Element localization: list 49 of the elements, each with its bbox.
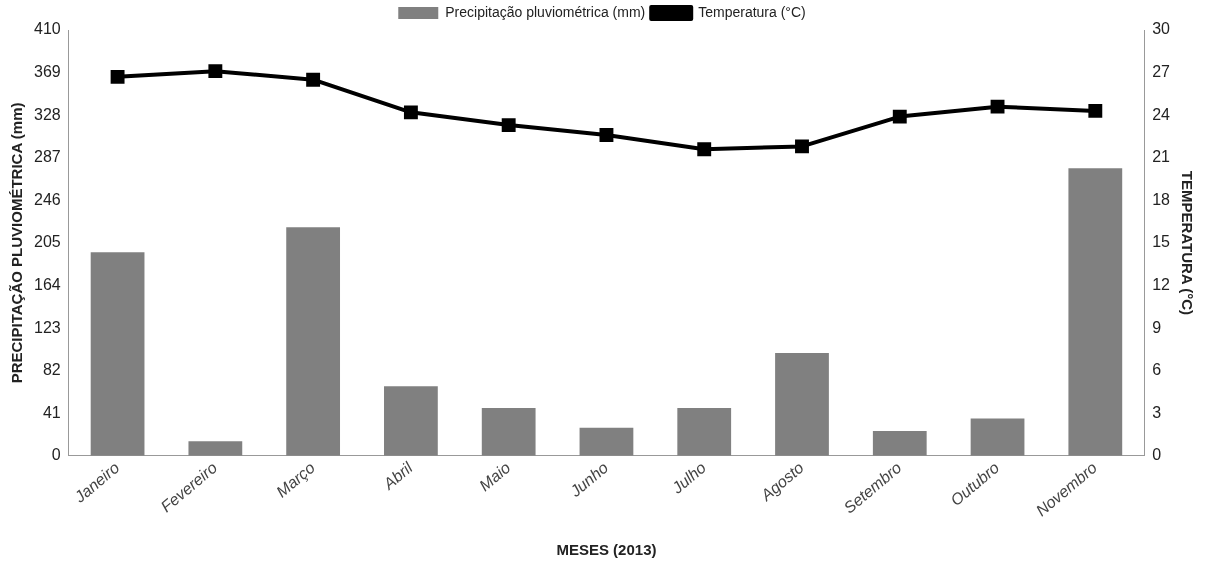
y2-tick-label: 30 bbox=[1152, 20, 1171, 38]
y2-tick-label: 9 bbox=[1152, 318, 1162, 336]
point bbox=[892, 109, 907, 124]
point bbox=[501, 118, 516, 133]
point bbox=[1088, 103, 1103, 118]
y-tick-label: 410 bbox=[33, 20, 61, 38]
y-tick-label: 328 bbox=[33, 105, 61, 123]
y2-tick-label: 3 bbox=[1152, 403, 1162, 421]
y-tick-label: 246 bbox=[33, 190, 61, 208]
y2-tick-label: 12 bbox=[1152, 275, 1171, 293]
y-tick-label: 41 bbox=[42, 403, 61, 421]
legend-label: Precipitação pluviométrica (mm) bbox=[445, 3, 646, 20]
y-tick-label: 123 bbox=[33, 318, 61, 336]
y2-axis-title: TEMPERATURA (°C) bbox=[1178, 170, 1196, 316]
point bbox=[990, 99, 1005, 114]
bar bbox=[775, 353, 829, 456]
point bbox=[306, 72, 321, 87]
bar bbox=[90, 252, 145, 456]
bar bbox=[677, 408, 732, 456]
y2-tick-label: 21 bbox=[1152, 148, 1171, 166]
point bbox=[599, 128, 614, 142]
point bbox=[110, 69, 125, 84]
bar bbox=[579, 427, 634, 456]
y-tick-label: 164 bbox=[33, 275, 61, 293]
legend-label: Temperatura (°C) bbox=[698, 3, 806, 20]
x-axis-title: MESES (2013) bbox=[556, 541, 657, 559]
y2-tick-label: 27 bbox=[1152, 62, 1171, 80]
y2-tick-label: 0 bbox=[1152, 446, 1162, 464]
point bbox=[208, 64, 223, 79]
y2-tick-label: 18 bbox=[1152, 190, 1171, 208]
y-tick-label: 287 bbox=[33, 148, 61, 166]
y-tick-label: 205 bbox=[33, 233, 61, 251]
y-tick-label: 369 bbox=[33, 62, 61, 80]
bar bbox=[872, 430, 927, 456]
y2-tick-label: 15 bbox=[1152, 233, 1171, 251]
y-axis-title: PRECIPITAÇÃO PLUVIOMÉTRICA (mm) bbox=[8, 102, 26, 384]
bar bbox=[1068, 168, 1123, 456]
y2-tick-label: 24 bbox=[1152, 105, 1171, 123]
point bbox=[795, 139, 809, 154]
bar bbox=[481, 408, 536, 456]
bar bbox=[970, 418, 1025, 456]
y-tick-label: 82 bbox=[42, 361, 61, 379]
point bbox=[403, 105, 418, 120]
y2-tick-label: 6 bbox=[1152, 361, 1162, 379]
y-tick-label: 0 bbox=[51, 446, 61, 464]
bar bbox=[188, 441, 243, 456]
bar bbox=[384, 386, 438, 456]
bar bbox=[286, 227, 341, 456]
point bbox=[697, 142, 712, 157]
